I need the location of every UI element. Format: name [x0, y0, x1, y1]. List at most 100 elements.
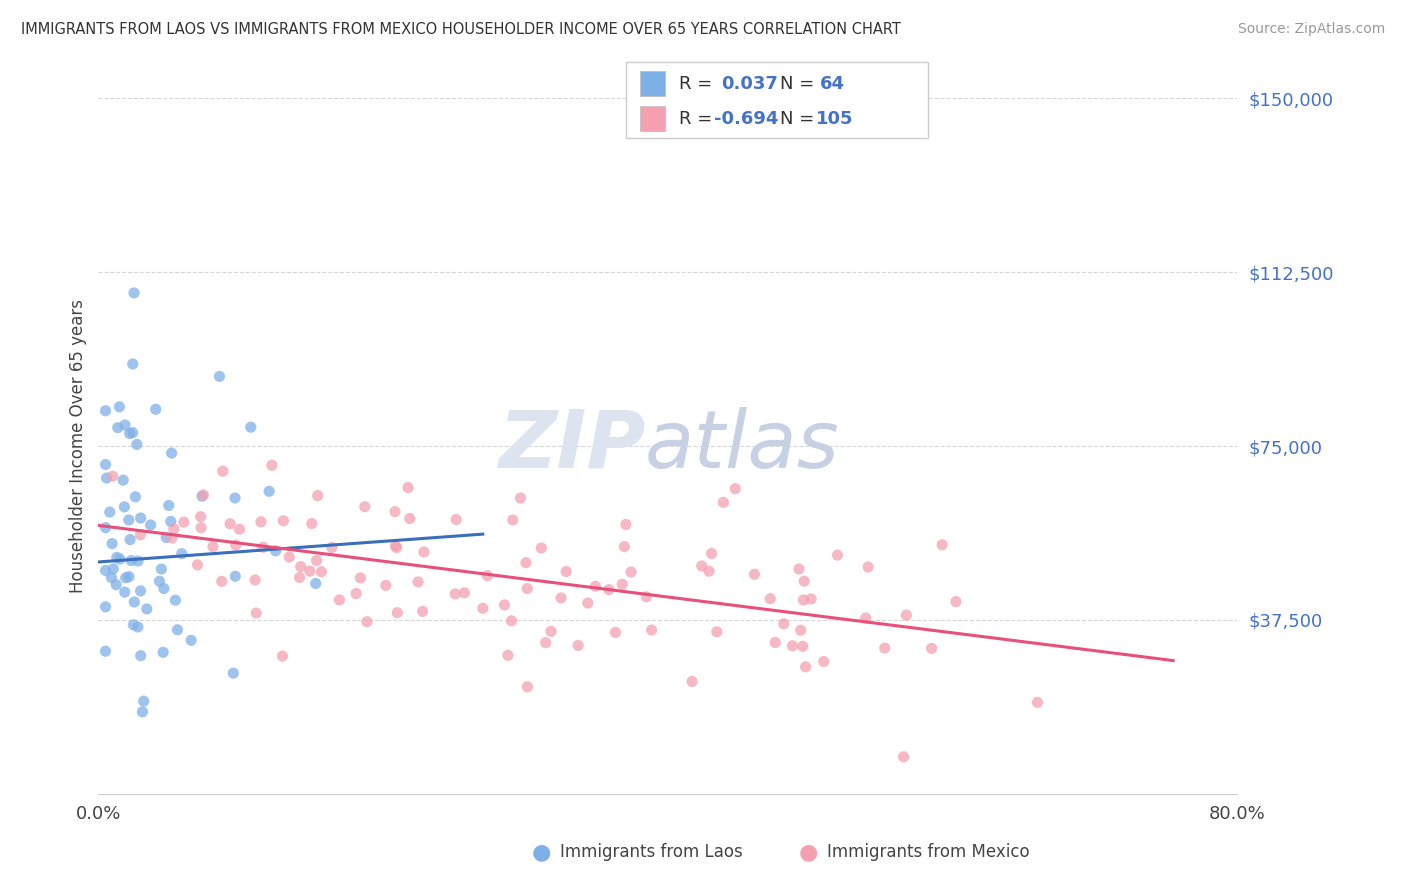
Point — [509, 491, 531, 505]
Text: ZIP: ZIP — [498, 407, 645, 485]
Point — [792, 640, 814, 654]
Point — [855, 611, 877, 625]
Text: ●: ● — [799, 842, 818, 862]
Text: N =: N = — [780, 75, 820, 93]
Point — [385, 541, 408, 555]
Point — [211, 574, 233, 589]
Point — [550, 591, 572, 605]
Point — [690, 559, 713, 574]
Point — [681, 674, 703, 689]
Point — [152, 645, 174, 659]
Point — [516, 680, 538, 694]
Point — [384, 505, 406, 519]
Point — [502, 513, 524, 527]
Point — [105, 577, 128, 591]
Point — [163, 522, 186, 536]
Point — [384, 539, 406, 553]
Point — [856, 560, 879, 574]
Point — [127, 554, 149, 568]
Text: Immigrants from Mexico: Immigrants from Mexico — [827, 843, 1029, 861]
Point — [243, 573, 266, 587]
Text: R =: R = — [679, 75, 718, 93]
Point — [120, 553, 142, 567]
Point — [222, 666, 245, 681]
Point — [257, 484, 280, 499]
Point — [208, 369, 231, 384]
Point — [94, 599, 117, 614]
Point — [180, 633, 202, 648]
Point — [640, 623, 662, 637]
Point — [613, 540, 636, 554]
Point — [471, 601, 494, 615]
Point — [186, 558, 208, 572]
Point — [724, 482, 747, 496]
Point — [301, 516, 323, 531]
Point — [477, 568, 499, 582]
Point — [790, 624, 813, 638]
Point — [112, 500, 135, 514]
Text: ●: ● — [531, 842, 551, 862]
Point — [118, 426, 141, 441]
Point — [288, 570, 311, 584]
Point — [444, 512, 467, 526]
Text: Immigrants from Laos: Immigrants from Laos — [560, 843, 742, 861]
Point — [118, 570, 141, 584]
Point — [516, 582, 538, 596]
Point — [396, 481, 419, 495]
Point — [813, 655, 835, 669]
Point — [290, 559, 312, 574]
Point — [159, 515, 181, 529]
Point — [94, 521, 117, 535]
Point — [129, 648, 152, 663]
Point — [122, 618, 145, 632]
Point — [122, 285, 145, 300]
Point — [794, 660, 817, 674]
Text: IMMIGRANTS FROM LAOS VS IMMIGRANTS FROM MEXICO HOUSEHOLDER INCOME OVER 65 YEARS : IMMIGRANTS FROM LAOS VS IMMIGRANTS FROM … — [21, 22, 901, 37]
Text: R =: R = — [679, 110, 718, 128]
Point — [124, 595, 146, 609]
Point — [155, 530, 177, 544]
Point — [614, 517, 637, 532]
Point — [121, 425, 143, 440]
Point — [567, 639, 589, 653]
Point — [131, 705, 153, 719]
Point — [173, 515, 195, 529]
Point — [129, 528, 152, 542]
Point — [118, 513, 141, 527]
Point — [713, 495, 735, 509]
Point — [98, 505, 121, 519]
Point — [353, 500, 375, 514]
Point — [108, 400, 131, 414]
Y-axis label: Householder Income Over 65 years: Householder Income Over 65 years — [69, 299, 87, 593]
Point — [706, 624, 728, 639]
Point — [406, 574, 429, 589]
Point — [744, 567, 766, 582]
Point — [305, 553, 328, 567]
Point — [494, 598, 516, 612]
Point — [412, 604, 434, 618]
Point — [121, 357, 143, 371]
Point — [120, 533, 142, 547]
Point — [129, 511, 152, 525]
Point — [201, 540, 224, 554]
Point — [759, 591, 782, 606]
Point — [598, 582, 620, 597]
Point — [191, 489, 214, 503]
Text: 0.037: 0.037 — [721, 75, 778, 93]
Point — [501, 614, 523, 628]
Point — [515, 556, 537, 570]
Point — [260, 458, 283, 473]
Point — [94, 644, 117, 658]
Text: Source: ZipAtlas.com: Source: ZipAtlas.com — [1237, 22, 1385, 37]
Point — [945, 594, 967, 608]
Point — [697, 564, 720, 578]
Point — [356, 615, 378, 629]
Point — [298, 564, 321, 578]
Point — [94, 564, 117, 578]
Point — [896, 608, 918, 623]
Point — [100, 571, 122, 585]
Point — [772, 616, 794, 631]
Point — [620, 565, 643, 579]
Point — [250, 515, 273, 529]
Point — [145, 402, 167, 417]
